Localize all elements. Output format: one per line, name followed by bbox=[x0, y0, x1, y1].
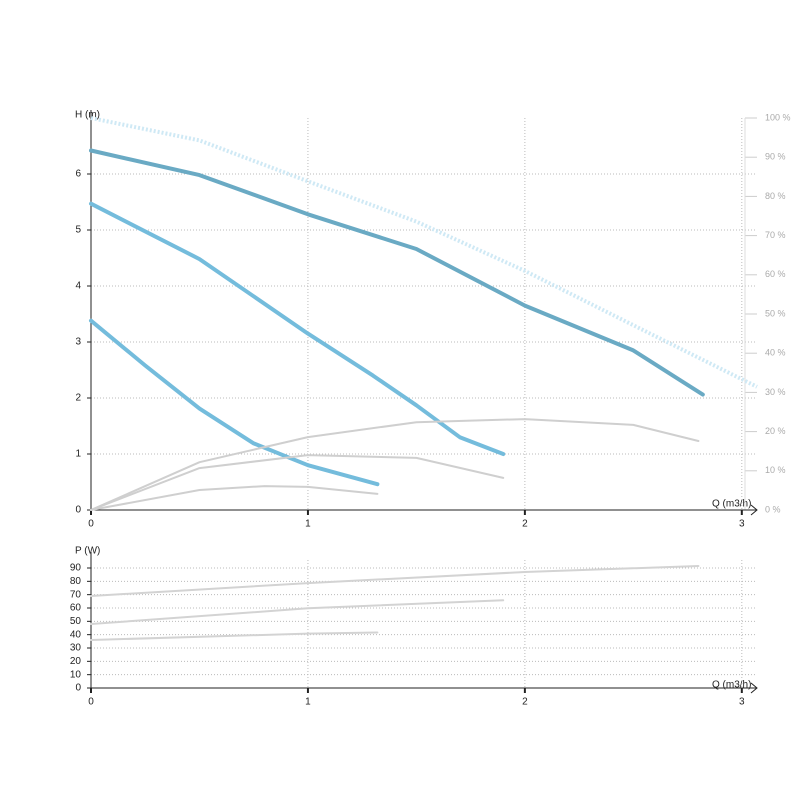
curve bbox=[90, 454, 505, 511]
curve bbox=[89, 148, 705, 397]
curve bbox=[90, 599, 505, 625]
y2-tick-label: 90 % bbox=[765, 152, 786, 162]
curve bbox=[89, 318, 380, 487]
y-tick-label: 90 bbox=[70, 563, 82, 574]
curve bbox=[90, 631, 379, 641]
y-tick-label: 60 bbox=[70, 603, 82, 614]
y-tick-label: 1 bbox=[75, 449, 81, 460]
y-tick-label: 50 bbox=[70, 616, 82, 627]
y-tick-label: 0 bbox=[75, 683, 81, 694]
y2-tick-label: 30 % bbox=[765, 387, 786, 397]
curve bbox=[89, 201, 506, 456]
y-tick-label: 10 bbox=[70, 669, 82, 680]
y-tick-label: 2 bbox=[75, 393, 81, 404]
y-tick-label: 3 bbox=[75, 337, 81, 348]
y-tick-label: 0 bbox=[75, 505, 81, 516]
x-tick-label: 1 bbox=[305, 519, 311, 530]
y2-tick-label: 80 % bbox=[765, 191, 786, 201]
x-tick-label: 0 bbox=[88, 697, 94, 708]
y2-tick-label: 70 % bbox=[765, 230, 786, 240]
y2-tick-label: 10 % bbox=[765, 465, 786, 475]
y-tick-label: 40 bbox=[70, 629, 82, 640]
x-tick-label: 1 bbox=[305, 697, 311, 708]
x-tick-label: 0 bbox=[88, 519, 94, 530]
y-tick-label: 70 bbox=[70, 589, 82, 600]
x-axis-label: Q (m3/h) bbox=[712, 680, 751, 691]
y2-tick-label: 60 % bbox=[765, 269, 786, 279]
y-axis-label: P (W) bbox=[75, 546, 100, 557]
y-tick-label: 4 bbox=[75, 281, 81, 292]
y2-tick-label: 0 % bbox=[765, 504, 781, 514]
y-tick-label: 80 bbox=[70, 576, 82, 587]
y2-tick-label: 100 % bbox=[765, 112, 791, 122]
y2-tick-label: 20 % bbox=[765, 426, 786, 436]
y2-tick-label: 50 % bbox=[765, 308, 786, 318]
x-tick-label: 2 bbox=[522, 519, 528, 530]
x-axis-label: Q (m3/h) bbox=[712, 499, 751, 510]
curve bbox=[90, 485, 379, 511]
axis-labels: H (m) Q (m3/h) P (W) Q (m3/h) bbox=[75, 110, 751, 691]
y-axis-label: H (m) bbox=[75, 110, 100, 121]
curve bbox=[90, 418, 700, 511]
y-tick-label: 5 bbox=[75, 225, 81, 236]
y-tick-label: 6 bbox=[75, 169, 81, 180]
curve bbox=[90, 565, 700, 597]
y2-tick-label: 40 % bbox=[765, 348, 786, 358]
y-tick-label: 30 bbox=[70, 643, 82, 654]
y-tick-label: 20 bbox=[70, 656, 82, 667]
x-tick-label: 2 bbox=[522, 697, 528, 708]
x-tick-label: 3 bbox=[739, 697, 745, 708]
x-tick-label: 3 bbox=[739, 519, 745, 530]
